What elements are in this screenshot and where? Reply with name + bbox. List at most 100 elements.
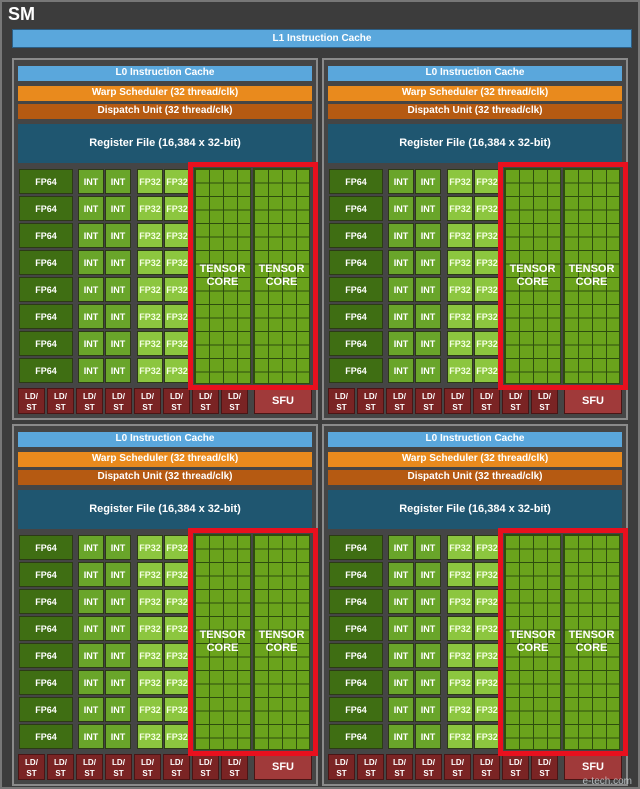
- fp32-unit: FP32: [474, 358, 500, 383]
- ld-st-unit: LD/ ST: [386, 754, 413, 780]
- fp64-unit: FP64: [19, 304, 73, 329]
- int-unit: INT: [388, 196, 414, 221]
- int-unit: INT: [388, 169, 414, 194]
- fp32-unit: FP32: [474, 223, 500, 248]
- int-unit: INT: [388, 358, 414, 383]
- fp64-unit: FP64: [329, 724, 383, 749]
- fp32-unit: FP32: [474, 697, 500, 722]
- l0-instruction-cache: L0 Instruction Cache: [328, 66, 622, 81]
- int-unit: INT: [388, 304, 414, 329]
- int-unit: INT: [415, 697, 441, 722]
- tensor-core: TENSOR CORE: [563, 534, 620, 750]
- int-unit: INT: [388, 562, 414, 587]
- fp64-unit: FP64: [19, 697, 73, 722]
- fp64-unit: FP64: [19, 331, 73, 356]
- fp32-unit: FP32: [164, 670, 190, 695]
- int-unit: INT: [78, 535, 104, 560]
- ld-st-unit: LD/ ST: [221, 388, 248, 414]
- int-unit: INT: [105, 250, 131, 275]
- ld-st-unit: LD/ ST: [47, 754, 74, 780]
- fp32-unit: FP32: [137, 589, 163, 614]
- dispatch-unit: Dispatch Unit (32 thread/clk): [18, 104, 312, 119]
- sfu-unit: SFU: [254, 754, 312, 780]
- tensor-core-highlight: [188, 528, 318, 756]
- int-unit: INT: [415, 331, 441, 356]
- fp32-unit: FP32: [164, 223, 190, 248]
- fp32-unit: FP32: [137, 169, 163, 194]
- fp32-unit: FP32: [137, 277, 163, 302]
- ld-st-unit: LD/ ST: [444, 754, 471, 780]
- fp32-unit: FP32: [164, 589, 190, 614]
- fp64-unit: FP64: [19, 223, 73, 248]
- fp32-unit: FP32: [164, 724, 190, 749]
- ld-st-unit: LD/ ST: [502, 388, 529, 414]
- int-unit: INT: [388, 535, 414, 560]
- fp32-unit: FP32: [447, 643, 473, 668]
- fp32-unit: FP32: [137, 616, 163, 641]
- int-unit: INT: [78, 643, 104, 668]
- fp32-unit: FP32: [137, 643, 163, 668]
- fp32-unit: FP32: [137, 697, 163, 722]
- fp32-unit: FP32: [164, 250, 190, 275]
- ld-st-unit: LD/ ST: [221, 754, 248, 780]
- int-unit: INT: [415, 535, 441, 560]
- fp64-unit: FP64: [19, 358, 73, 383]
- fp32-unit: FP32: [164, 358, 190, 383]
- int-unit: INT: [388, 697, 414, 722]
- tensor-core-highlight: [188, 162, 318, 390]
- ld-st-unit: LD/ ST: [531, 388, 558, 414]
- fp64-unit: FP64: [329, 304, 383, 329]
- fp64-unit: FP64: [329, 358, 383, 383]
- int-unit: INT: [105, 697, 131, 722]
- int-unit: INT: [388, 589, 414, 614]
- int-unit: INT: [415, 196, 441, 221]
- int-unit: INT: [78, 616, 104, 641]
- fp32-unit: FP32: [447, 250, 473, 275]
- fp64-unit: FP64: [329, 169, 383, 194]
- fp32-unit: FP32: [447, 616, 473, 641]
- int-unit: INT: [78, 277, 104, 302]
- fp32-unit: FP32: [137, 535, 163, 560]
- fp64-unit: FP64: [19, 535, 73, 560]
- ld-st-unit: LD/ ST: [502, 754, 529, 780]
- dispatch-unit: Dispatch Unit (32 thread/clk): [18, 470, 312, 485]
- fp32-unit: FP32: [474, 169, 500, 194]
- int-unit: INT: [78, 304, 104, 329]
- tensor-core-highlight: [498, 528, 628, 756]
- fp64-unit: FP64: [19, 250, 73, 275]
- fp32-unit: FP32: [447, 535, 473, 560]
- fp32-unit: FP32: [164, 169, 190, 194]
- fp32-unit: FP32: [447, 589, 473, 614]
- ld-st-unit: LD/ ST: [386, 388, 413, 414]
- dispatch-unit: Dispatch Unit (32 thread/clk): [328, 104, 622, 119]
- int-unit: INT: [388, 670, 414, 695]
- fp32-unit: FP32: [447, 196, 473, 221]
- warp-scheduler: Warp Scheduler (32 thread/clk): [328, 86, 622, 101]
- fp32-unit: FP32: [137, 670, 163, 695]
- int-unit: INT: [105, 562, 131, 587]
- int-unit: INT: [78, 589, 104, 614]
- fp32-unit: FP32: [164, 304, 190, 329]
- fp32-unit: FP32: [474, 250, 500, 275]
- processing-block-top-left: L0 Instruction Cache Warp Scheduler (32 t…: [12, 58, 318, 420]
- register-file: Register File (16,384 x 32-bit): [18, 124, 312, 163]
- fp32-unit: FP32: [164, 196, 190, 221]
- ld-st-unit: LD/ ST: [18, 388, 45, 414]
- fp32-unit: FP32: [137, 724, 163, 749]
- sfu-unit: SFU: [564, 388, 622, 414]
- int-unit: INT: [415, 277, 441, 302]
- fp32-unit: FP32: [474, 304, 500, 329]
- fp32-unit: FP32: [164, 331, 190, 356]
- fp32-unit: FP32: [137, 562, 163, 587]
- int-unit: INT: [415, 670, 441, 695]
- fp32-unit: FP32: [137, 196, 163, 221]
- int-unit: INT: [105, 358, 131, 383]
- fp64-unit: FP64: [19, 196, 73, 221]
- int-unit: INT: [78, 562, 104, 587]
- processing-block-top-right: L0 Instruction Cache Warp Scheduler (32 t…: [322, 58, 628, 420]
- fp64-unit: FP64: [19, 277, 73, 302]
- int-unit: INT: [415, 616, 441, 641]
- fp32-unit: FP32: [474, 589, 500, 614]
- int-unit: INT: [78, 223, 104, 248]
- int-unit: INT: [105, 643, 131, 668]
